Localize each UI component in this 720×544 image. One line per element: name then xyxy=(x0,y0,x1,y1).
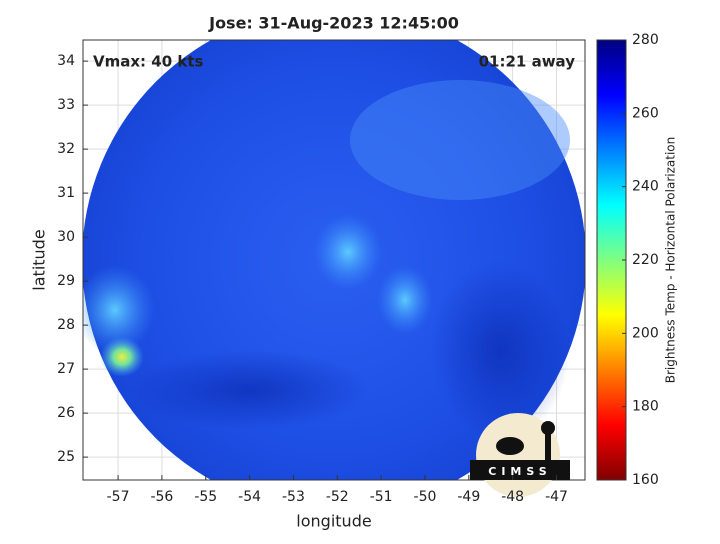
x-tick-label: -54 xyxy=(238,489,261,505)
x-tick-label: -57 xyxy=(107,489,130,505)
swath-texture xyxy=(430,260,570,440)
logo-tower xyxy=(545,430,551,462)
y-axis-label: latitude xyxy=(30,229,49,290)
colorbar-tick-label: 240 xyxy=(632,179,659,195)
y-tick-label: 33 xyxy=(57,97,75,113)
logo-ground xyxy=(470,460,570,480)
x-tick-label: -55 xyxy=(194,489,217,505)
annotation: Vmax: 40 kts xyxy=(93,53,203,71)
colorbar-tick-label: 200 xyxy=(632,325,659,341)
y-tick-label: 26 xyxy=(57,405,75,421)
colorbar-tick-label: 280 xyxy=(632,32,659,48)
colorbar-tick-label: 260 xyxy=(632,105,659,121)
y-tick-label: 30 xyxy=(57,229,75,245)
x-tick-label: -47 xyxy=(545,489,568,505)
swath-texture xyxy=(130,350,370,430)
y-tick-label: 32 xyxy=(57,141,75,157)
logo-tower-top xyxy=(541,421,555,435)
x-axis-label: longitude xyxy=(296,512,371,531)
chart-title: Jose: 31-Aug-2023 12:45:00 xyxy=(208,14,459,33)
logo-text: CIMSS xyxy=(488,465,551,478)
y-tick-label: 34 xyxy=(57,53,75,69)
x-tick-label: -51 xyxy=(370,489,393,505)
logo: CIMSS xyxy=(470,413,570,497)
swath-texture xyxy=(350,80,570,200)
colorbar-tick-label: 220 xyxy=(632,252,659,268)
rain-band xyxy=(377,265,433,335)
x-tick-label: -52 xyxy=(326,489,349,505)
annotation: 01:21 away xyxy=(479,53,576,71)
convection xyxy=(83,265,155,355)
logo-dish xyxy=(496,437,524,455)
y-tick-label: 31 xyxy=(57,185,75,201)
plot-frame xyxy=(82,39,586,481)
x-tick-label: -53 xyxy=(282,489,305,505)
x-tick-label: -49 xyxy=(457,489,480,505)
x-tick-label: -50 xyxy=(414,489,437,505)
colorbar-tick-label: 180 xyxy=(632,399,659,415)
colorbar-tick-label: 160 xyxy=(632,472,659,488)
colorbar xyxy=(596,39,627,481)
y-tick-label: 29 xyxy=(57,273,75,289)
y-tick-label: 25 xyxy=(57,449,75,465)
convection xyxy=(100,337,144,377)
y-tick-label: 28 xyxy=(57,317,75,333)
colorbar-label: Brightness Temp - Horizontal Polarizatio… xyxy=(664,137,678,384)
satellite-image xyxy=(83,40,585,480)
x-tick-label: -48 xyxy=(501,489,524,505)
y-tick-label: 27 xyxy=(57,361,75,377)
eye-wall xyxy=(314,214,382,290)
x-tick-label: -56 xyxy=(150,489,173,505)
